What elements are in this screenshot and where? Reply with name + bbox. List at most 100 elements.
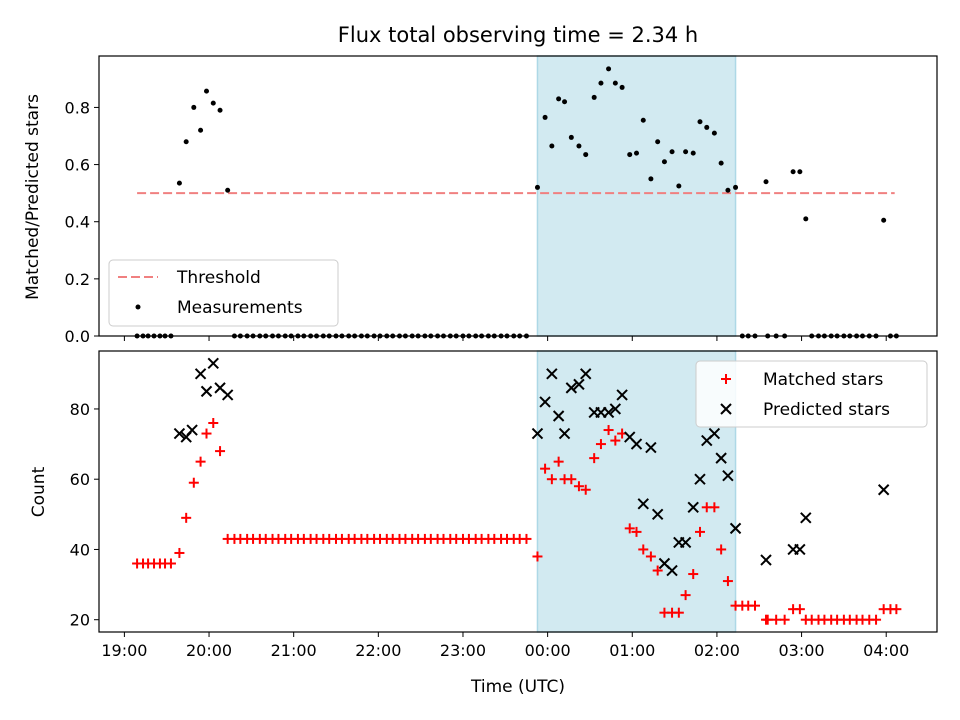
matched-point [540, 463, 551, 474]
predicted-point [715, 452, 727, 464]
predicted-marker-b [558, 427, 571, 440]
measurement-point [606, 66, 612, 72]
predicted-point [565, 382, 578, 394]
measurement-point [176, 180, 182, 186]
matched-point [750, 600, 761, 611]
matched-point [680, 590, 691, 601]
measurement-point [797, 169, 803, 175]
predicted-marker-b [666, 564, 678, 577]
predicted-marker-b [637, 498, 649, 510]
predicted-marker-b [580, 368, 592, 380]
predicted-marker-b [794, 543, 806, 556]
measurement-point [733, 184, 739, 190]
measurement-point [661, 159, 667, 165]
y-tick-label: 80 [70, 400, 90, 419]
matched-point [652, 565, 663, 576]
measurement-point [640, 117, 646, 123]
measurement-point [676, 183, 682, 189]
matched-point [631, 526, 642, 537]
predicted-point [580, 368, 592, 380]
measurement-point [669, 149, 675, 155]
predicted-marker-b [760, 554, 772, 566]
predicted-point [602, 406, 615, 419]
predicted-marker-b [729, 522, 742, 535]
matched-point [188, 477, 199, 488]
legend-measurement-swatch [135, 304, 141, 310]
matched-point [694, 526, 705, 537]
matched-point [208, 418, 219, 429]
predicted-marker-b [708, 427, 721, 440]
predicted-point [539, 396, 551, 408]
legend-predicted-swatch-b [720, 403, 732, 415]
measurement-point [210, 100, 216, 106]
predicted-point [651, 508, 664, 521]
predicted-marker-b [602, 406, 615, 419]
predicted-marker-b [552, 410, 565, 422]
x-tick-label: 04:00 [863, 641, 909, 660]
predicted-point [760, 554, 772, 566]
panel-count: 20 40 60 80 19:00 20:00 21:00 22:00 23:00 00:00 01… [70, 350, 938, 660]
matched-point [771, 614, 782, 625]
legend: Threshold Measurements [108, 259, 339, 327]
predicted-point [609, 403, 622, 415]
predicted-marker-b [616, 389, 628, 401]
axes-frame [98, 55, 938, 337]
measurement-point [619, 84, 625, 90]
x-tick-label: 01:00 [609, 641, 655, 660]
x-tick-label: 23:00 [440, 641, 486, 660]
matched-point [580, 484, 591, 495]
matched-point [891, 604, 902, 615]
matched-point [595, 439, 606, 450]
matched-point [201, 428, 212, 439]
predicted-marker-b [877, 484, 890, 496]
predicted-marker-b [630, 438, 643, 450]
x-axis-label: Time (UTC) [470, 677, 565, 697]
measurement-point [542, 114, 548, 120]
matched-point [610, 435, 621, 446]
matched-point [195, 456, 206, 467]
legend-box [695, 360, 928, 428]
measurement-point [803, 216, 809, 222]
matched-point [709, 502, 720, 513]
predicted-marker-b [546, 368, 558, 380]
y-tick-label: 0.6 [65, 156, 90, 175]
matched-point [546, 474, 557, 485]
x-tick-label: 02:00 [694, 641, 740, 660]
measurement-point [549, 143, 555, 149]
x-tick-label: 22:00 [355, 641, 401, 660]
y-tick-label: 40 [70, 540, 90, 559]
matched-point [174, 547, 185, 558]
plot-area: 0.0 0.2 0.4 0.6 0.8 Threshold Measurements 20 40… [65, 55, 938, 660]
matched-point [624, 523, 635, 534]
legend-predicted-label: Predicted stars [763, 400, 890, 420]
measurement-point [225, 187, 231, 193]
measurement-point [534, 184, 540, 190]
predicted-point [687, 501, 699, 514]
matched-point [871, 614, 882, 625]
matched-point [645, 551, 656, 562]
measurement-point [697, 119, 703, 125]
predicted-point [173, 427, 186, 440]
matched-point [794, 604, 805, 615]
predicted-marker-b [531, 427, 544, 440]
observing-window [536, 55, 737, 337]
y-tick-label: 60 [70, 470, 90, 489]
matched-point [589, 453, 600, 464]
matched-point [566, 474, 577, 485]
predicted-marker-b [573, 378, 585, 391]
measurement-point [634, 150, 640, 156]
measurement-point [627, 152, 633, 158]
x-tick-label: 20:00 [186, 641, 232, 660]
measurement-point [725, 187, 731, 193]
y-tick-label: 0.8 [65, 98, 90, 117]
predicted-point [630, 438, 643, 450]
predicted-point [800, 512, 812, 524]
predicted-marker-b [207, 357, 219, 370]
y-axis-label-bottom: Count [29, 466, 49, 517]
chart-title: Flux total observing time = 2.34 h [338, 23, 698, 47]
axes-frame [98, 350, 938, 633]
measurement-point [183, 139, 189, 145]
measurement-point [711, 130, 717, 136]
